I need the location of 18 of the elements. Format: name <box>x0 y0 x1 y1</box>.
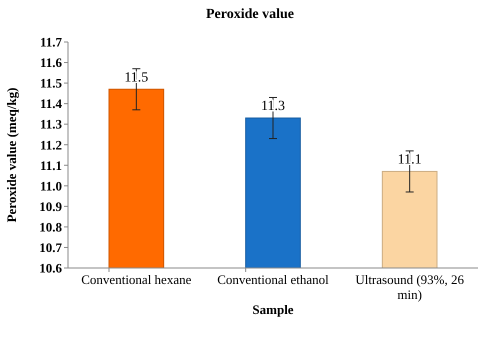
chart-title: Peroxide value <box>206 7 294 22</box>
y-tick-label: 10.7 <box>39 240 62 256</box>
x-axis-title: Sample <box>252 302 294 317</box>
y-tick-label: 11.0 <box>40 178 62 194</box>
y-tick-label: 11.5 <box>40 76 62 91</box>
y-tick-label: 10.8 <box>39 219 62 234</box>
x-tick-label: Conventional ethanol <box>217 272 330 287</box>
y-axis-title: Peroxide value (meq/kg) <box>4 88 19 222</box>
y-tick-label: 11.6 <box>40 55 62 70</box>
y-tick-label: 11.1 <box>40 158 62 173</box>
y-tick-label: 10.6 <box>39 260 62 276</box>
y-tick-label: 11.4 <box>40 96 62 112</box>
y-tick-label: 10.9 <box>39 198 62 214</box>
y-tick-label: 11.3 <box>40 116 62 132</box>
x-tick-label: Conventional hexane <box>81 272 192 287</box>
y-tick-label: 11.2 <box>40 137 62 152</box>
x-tick-label: Ultrasound (93%, 26 min) <box>355 272 464 302</box>
y-tick-label: 11.7 <box>40 34 62 50</box>
